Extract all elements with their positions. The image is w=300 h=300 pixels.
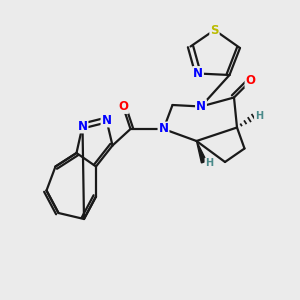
Text: N: N — [193, 67, 203, 80]
Text: N: N — [101, 113, 112, 127]
Text: N: N — [196, 100, 206, 113]
Text: H: H — [205, 158, 214, 169]
Text: H: H — [255, 110, 263, 121]
Text: N: N — [77, 119, 88, 133]
Text: S: S — [210, 23, 219, 37]
Text: O: O — [118, 100, 128, 113]
Text: O: O — [245, 74, 256, 88]
Text: N: N — [158, 122, 169, 136]
Polygon shape — [196, 141, 206, 163]
